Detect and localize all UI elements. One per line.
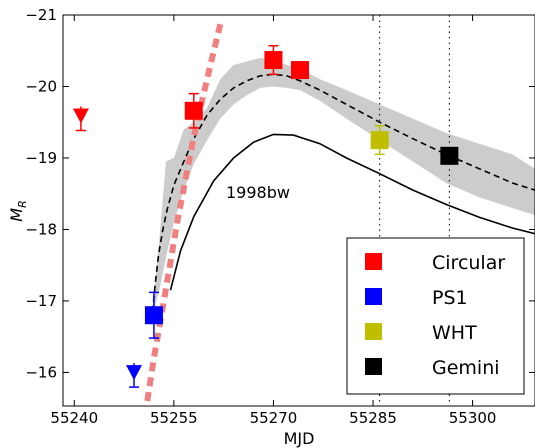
x-tick-label-55285: 55285 <box>349 409 397 427</box>
point-circular-2 <box>290 61 309 80</box>
legend-swatch-circular <box>365 253 382 270</box>
data-points <box>72 44 459 388</box>
point-wht-4 <box>370 131 389 150</box>
y-tick-label-17: −17 <box>25 292 57 310</box>
x-tick-label-55300: 55300 <box>449 409 497 427</box>
legend-swatch-gemini <box>365 358 382 375</box>
uncertainty-band <box>152 57 535 316</box>
legend-swatch-wht <box>365 323 382 340</box>
y-tick-label-16: −16 <box>25 363 57 381</box>
x-tick-label-55255: 55255 <box>150 409 198 427</box>
y-tick-label-18: −18 <box>25 220 57 238</box>
annotation-1998bw: 1998bw <box>226 183 290 202</box>
model-curves <box>144 17 535 402</box>
plot-frame <box>62 14 535 407</box>
legend-swatch-ps1 <box>365 288 382 305</box>
legend-label-wht: WHT <box>432 322 477 344</box>
point-ps1-3 <box>144 306 163 325</box>
y-tick-label-20: −20 <box>25 77 57 95</box>
y-tick-label-19: −19 <box>25 149 57 167</box>
x-axis-title: MJD <box>284 429 315 448</box>
upper-limit-ps1-1 <box>126 365 143 381</box>
axis-ticks: 55240 55255 55270 55285 55300 −21 −20 −19 −18 −17… <box>25 6 535 427</box>
point-circular-1 <box>264 51 283 70</box>
y-tick-label-21: −21 <box>25 6 57 24</box>
curve-solid-0 <box>169 133 535 291</box>
legend-label-ps1: PS1 <box>432 287 468 309</box>
legend-label-circular: Circular <box>432 252 505 274</box>
upper-limit-circular-0 <box>72 108 89 124</box>
y-axis-title-main: M <box>7 208 26 222</box>
x-tick-label-55270: 55270 <box>250 409 298 427</box>
curve-thick-dashed-2 <box>144 17 225 402</box>
point-gemini-5 <box>440 146 459 165</box>
legend: Circular PS1 WHT Gemini <box>346 237 525 395</box>
uncertainty-band-area <box>152 57 535 316</box>
y-axis-title-sub: R <box>16 200 29 208</box>
y-axis-title: MR <box>7 200 29 221</box>
legend-label-gemini: Gemini <box>432 357 500 379</box>
x-tick-label-55240: 55240 <box>50 409 98 427</box>
point-circular-0 <box>184 101 203 120</box>
